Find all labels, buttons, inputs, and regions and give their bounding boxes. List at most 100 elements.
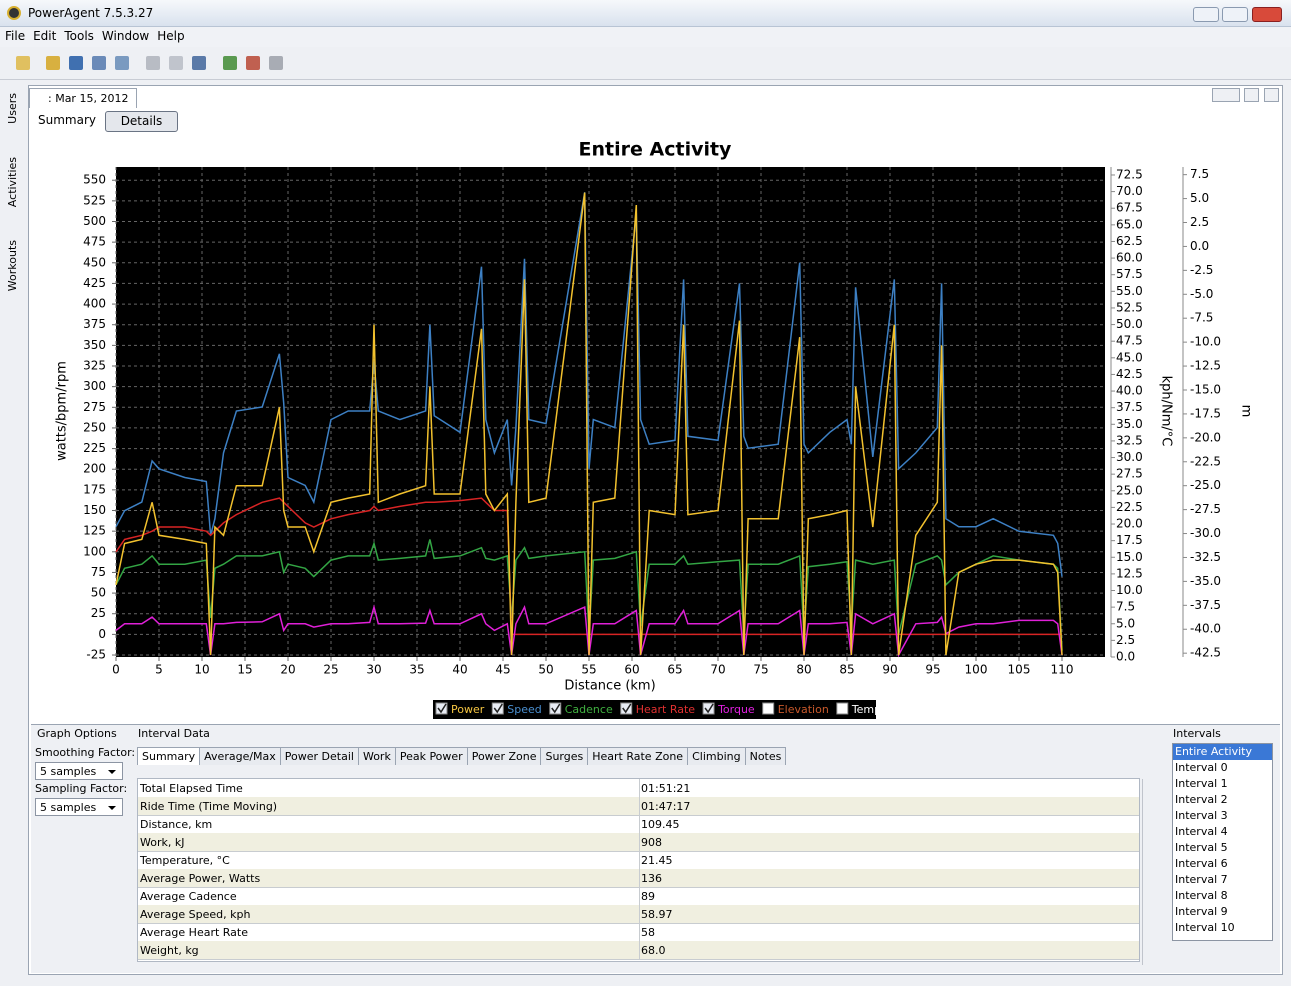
menu-item[interactable]: File — [5, 29, 26, 43]
y2-tick-label: 27.5 — [1116, 467, 1143, 481]
y2-tick-label: 20.0 — [1116, 517, 1143, 531]
y2-tick-label: 47.5 — [1116, 334, 1143, 348]
menu-item[interactable]: Tools — [64, 29, 94, 43]
interval-item[interactable]: Interval 8 — [1175, 889, 1228, 902]
x-tick-label: 0 — [112, 663, 120, 677]
view-button[interactable]: Details — [105, 111, 178, 132]
tab[interactable]: Average/Max — [199, 747, 281, 765]
y-tick-label: 525 — [83, 193, 106, 207]
tab[interactable]: Surges — [540, 747, 589, 765]
y2-tick-label: 55.0 — [1116, 284, 1143, 298]
tool-button[interactable] — [115, 56, 129, 70]
interval-item[interactable]: Interval 4 — [1175, 825, 1228, 838]
menu-item[interactable]: Window — [101, 29, 150, 43]
row-label: Average Heart Rate — [140, 926, 249, 939]
tab[interactable]: Work — [357, 747, 396, 765]
y-tick-label: 0 — [98, 627, 106, 641]
y-tick-label: 50 — [91, 586, 106, 600]
tab-list[interactable] — [1244, 88, 1259, 102]
y2-tick-label: 15.0 — [1116, 550, 1143, 564]
y-tick-label: 250 — [83, 420, 106, 434]
tool-button[interactable] — [16, 56, 30, 70]
tab[interactable]: Notes — [744, 747, 787, 765]
tab[interactable]: Peak Power — [394, 747, 468, 765]
tool-button[interactable] — [69, 56, 83, 70]
y3-tick-label: -25.0 — [1190, 478, 1221, 492]
x-tick-label: 10 — [194, 663, 209, 677]
tab[interactable]: Heart Rate Zone — [587, 747, 689, 765]
tool-button[interactable] — [269, 56, 283, 70]
restore-panel[interactable] — [1264, 88, 1279, 102]
series-line — [115, 192, 1063, 656]
menu-item[interactable]: Edit — [33, 29, 57, 43]
y2-tick-label: 25.0 — [1116, 483, 1143, 497]
menu-item[interactable]: Help — [157, 29, 185, 43]
tool-button[interactable] — [146, 56, 160, 70]
y2-tick-label: 52.5 — [1116, 300, 1143, 314]
y2-tick-label: 65.0 — [1116, 217, 1143, 231]
interval-list: Entire Activity Interval 0 Interval 1 Inter… — [1172, 743, 1273, 941]
interval-item[interactable]: Interval 2 — [1175, 793, 1228, 806]
interval-item[interactable]: Interval 3 — [1175, 809, 1228, 822]
tab-scroll[interactable] — [1212, 88, 1240, 102]
document-tab[interactable]: : Mar 15, 2012 — [29, 88, 137, 108]
interval-item[interactable]: Entire Activity — [1173, 744, 1272, 760]
tool-button[interactable] — [169, 56, 183, 70]
y3-tick-label: -35.0 — [1190, 574, 1221, 588]
interval-item[interactable]: Interval 10 — [1175, 921, 1235, 934]
minimize-button[interactable] — [1193, 7, 1219, 22]
close-button[interactable] — [1252, 7, 1282, 22]
interval-item[interactable]: Interval 6 — [1175, 857, 1228, 870]
y-tick-label: 150 — [83, 503, 106, 517]
cell-divider — [639, 833, 640, 851]
interval-item[interactable]: Interval 1 — [1175, 777, 1228, 790]
tool-button[interactable] — [246, 56, 260, 70]
cell-divider — [639, 797, 640, 815]
menu-bar: File Edit Tools Window Help — [0, 27, 1291, 47]
tab[interactable]: Power Zone — [466, 747, 542, 765]
x-tick-label: 75 — [753, 663, 768, 677]
x-tick-label: 15 — [237, 663, 252, 677]
interval-item[interactable]: Interval 0 — [1175, 761, 1228, 774]
row-value: 68.0 — [641, 944, 666, 957]
series-line — [115, 604, 1063, 658]
cell-divider — [639, 905, 640, 923]
x-tick-label: 45 — [495, 663, 510, 677]
y-axis-label: watts/bpm/rpm — [55, 361, 70, 461]
x-tick-label: 85 — [839, 663, 854, 677]
interval-item[interactable]: Interval 9 — [1175, 905, 1228, 918]
table-row: Average Power, Watts 136 — [138, 869, 1139, 888]
y2-tick-label: 0.0 — [1116, 650, 1135, 664]
row-label: Temperature, °C — [140, 854, 230, 867]
table-row: Ride Time (Time Moving) 01:47:17 — [138, 797, 1139, 816]
combo-box[interactable]: 5 samples — [35, 762, 123, 780]
y2-tick-label: 70.0 — [1116, 184, 1143, 198]
tab[interactable]: Climbing — [687, 747, 746, 765]
y3-tick-label: -20.0 — [1190, 430, 1221, 444]
tool-button[interactable] — [192, 56, 206, 70]
y2-tick-label: 45.0 — [1116, 350, 1143, 364]
y-tick-label: 425 — [83, 276, 106, 290]
series-line — [115, 497, 1062, 636]
y3-tick-label: -2.5 — [1190, 263, 1213, 277]
title-bar: PowerAgent 7.5.3.27 — [0, 0, 1291, 27]
scrollbar[interactable] — [1142, 779, 1158, 965]
view-button[interactable]: Summary — [38, 113, 96, 127]
chart-title: Entire Activity — [579, 139, 733, 161]
maximize-button[interactable] — [1222, 7, 1248, 22]
x-tick-label: 60 — [624, 663, 639, 677]
tab[interactable]: Power Detail — [279, 747, 359, 765]
tool-button[interactable] — [223, 56, 237, 70]
interval-item[interactable]: Interval 7 — [1175, 873, 1228, 886]
y3-tick-label: -37.5 — [1190, 598, 1221, 612]
row-value: 89 — [641, 890, 655, 903]
combo-box[interactable]: 5 samples — [35, 798, 123, 816]
tool-button[interactable] — [46, 56, 60, 70]
document-tab-label: : Mar 15, 2012 — [48, 92, 129, 105]
y3-axis-label: m — [1239, 405, 1254, 418]
y-tick-label: 100 — [83, 544, 106, 558]
tool-button[interactable] — [92, 56, 106, 70]
y3-tick-label: -5.0 — [1190, 287, 1213, 301]
interval-item[interactable]: Interval 5 — [1175, 841, 1228, 854]
